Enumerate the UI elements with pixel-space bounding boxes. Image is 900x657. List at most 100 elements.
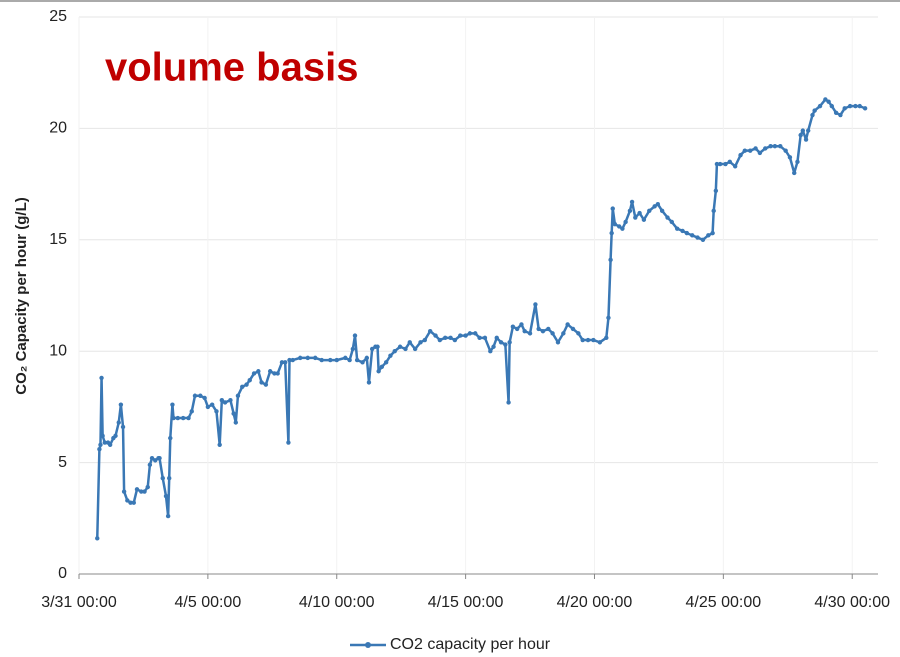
marker xyxy=(97,447,102,452)
marker xyxy=(437,337,443,343)
marker xyxy=(98,442,103,447)
y-tick-label: 15 xyxy=(49,231,67,248)
marker xyxy=(738,152,743,158)
marker xyxy=(550,331,555,336)
marker xyxy=(494,335,499,341)
marker xyxy=(95,536,100,541)
marker xyxy=(647,208,652,214)
marker xyxy=(160,475,165,481)
marker xyxy=(298,355,303,361)
marker xyxy=(418,340,423,345)
marker xyxy=(392,349,397,354)
y-tick-label: 5 xyxy=(58,454,67,471)
marker xyxy=(616,224,622,229)
marker xyxy=(623,219,628,225)
x-tick-label: 4/25 00:00 xyxy=(686,594,762,611)
x-tick-label: 4/30 00:00 xyxy=(814,594,890,611)
marker xyxy=(757,150,763,156)
marker xyxy=(134,487,140,492)
marker xyxy=(452,337,458,343)
marker xyxy=(514,326,520,332)
marker xyxy=(157,455,162,461)
marker xyxy=(102,440,107,445)
marker xyxy=(202,395,207,401)
marker xyxy=(491,344,496,349)
marker xyxy=(369,346,375,352)
marker xyxy=(388,353,393,358)
marker xyxy=(142,489,147,494)
marker xyxy=(167,475,172,481)
marker xyxy=(275,371,280,376)
marker xyxy=(627,208,633,214)
marker xyxy=(606,315,611,320)
marker xyxy=(379,364,385,369)
marker xyxy=(347,357,352,363)
marker xyxy=(463,333,468,338)
x-tick-label: 3/31 00:00 xyxy=(41,594,117,611)
marker xyxy=(604,335,609,341)
marker xyxy=(748,148,753,153)
legend-marker xyxy=(365,642,371,648)
marker xyxy=(570,326,576,332)
marker xyxy=(305,355,310,361)
marker xyxy=(717,161,723,167)
marker xyxy=(633,215,638,220)
marker xyxy=(147,462,153,468)
x-tick-label: 4/10 00:00 xyxy=(299,594,375,611)
marker xyxy=(149,455,155,461)
marker xyxy=(228,398,233,403)
marker xyxy=(700,237,706,242)
marker xyxy=(383,360,389,365)
marker xyxy=(710,230,715,236)
marker xyxy=(772,144,778,149)
marker xyxy=(205,404,211,410)
marker xyxy=(498,340,504,345)
marker xyxy=(279,360,285,365)
marker xyxy=(448,335,453,341)
marker xyxy=(540,328,546,334)
marker xyxy=(609,230,614,236)
marker xyxy=(546,326,551,332)
marker xyxy=(684,230,690,236)
marker xyxy=(674,226,680,231)
marker xyxy=(407,340,412,345)
marker xyxy=(753,146,758,151)
line xyxy=(96,98,866,539)
marker xyxy=(128,500,133,505)
marker xyxy=(180,415,186,421)
marker xyxy=(585,337,591,343)
marker xyxy=(319,357,324,363)
marker xyxy=(121,489,127,494)
marker xyxy=(527,331,533,336)
marker xyxy=(366,380,372,385)
marker xyxy=(798,132,803,138)
marker xyxy=(482,335,488,341)
marker xyxy=(847,103,853,109)
marker xyxy=(800,128,806,133)
marker xyxy=(313,355,318,361)
marker xyxy=(742,148,748,153)
marker xyxy=(334,357,339,363)
marker xyxy=(120,424,126,430)
marker xyxy=(669,219,675,225)
marker xyxy=(637,210,642,216)
marker xyxy=(263,382,269,387)
marker xyxy=(810,112,815,118)
marker xyxy=(608,257,613,263)
marker xyxy=(272,371,277,376)
marker xyxy=(286,440,291,445)
marker xyxy=(256,369,261,374)
marker xyxy=(189,409,194,414)
marker xyxy=(287,357,292,363)
marker xyxy=(233,420,238,425)
marker xyxy=(186,415,191,421)
marker xyxy=(803,137,809,142)
marker xyxy=(655,201,661,207)
marker xyxy=(170,402,175,407)
marker xyxy=(665,215,670,220)
marker xyxy=(555,340,561,345)
marker xyxy=(219,398,225,403)
y-axis-label: CO₂ Capacity per hour (g/L) xyxy=(13,197,30,395)
legend-label: CO2 capacity per hour xyxy=(390,636,551,653)
marker xyxy=(267,369,273,374)
